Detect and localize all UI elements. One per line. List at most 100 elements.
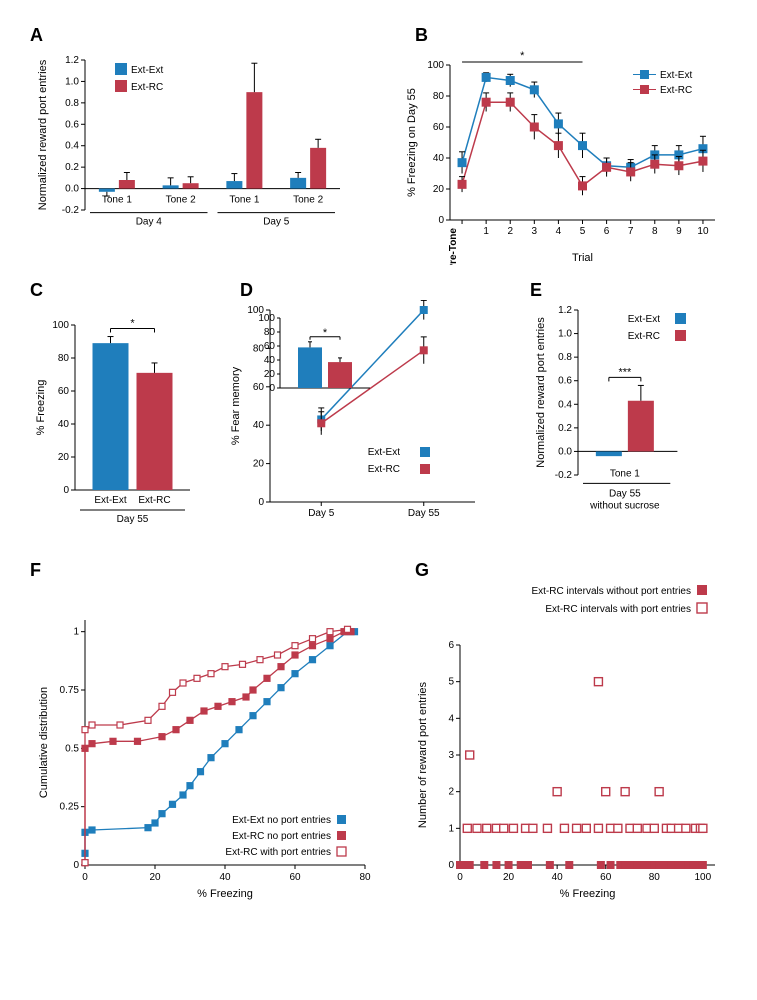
- svg-text:0: 0: [438, 215, 444, 226]
- svg-text:3: 3: [448, 750, 454, 761]
- marker: [110, 738, 116, 744]
- marker: [215, 703, 221, 709]
- svg-text:1.2: 1.2: [558, 305, 572, 316]
- svg-text:80: 80: [433, 91, 445, 102]
- svg-text:0.75: 0.75: [60, 685, 80, 696]
- marker: [243, 694, 249, 700]
- marker: [236, 727, 242, 733]
- svg-text:100: 100: [52, 320, 69, 331]
- day-label: Day 5: [263, 217, 290, 228]
- scatter-point-open: [473, 824, 481, 832]
- y-axis-title: % Fear memory: [230, 366, 242, 445]
- marker: [208, 755, 214, 761]
- legend: Ext-RC intervals without port entries Ext…: [531, 585, 707, 615]
- svg-text:0.8: 0.8: [558, 352, 572, 363]
- marker: [89, 722, 95, 728]
- marker: [345, 626, 351, 632]
- marker: [145, 825, 151, 831]
- panel-g-chart: 0123456020406080100% FreezingNumber of r…: [410, 575, 730, 975]
- scatter-point-open: [602, 788, 610, 796]
- x-tick-label: Tone 1: [102, 195, 132, 206]
- marker: [173, 727, 179, 733]
- svg-text:Ext-RC no port entries: Ext-RC no port entries: [232, 831, 331, 842]
- y-axis-title: % Freezing: [35, 380, 47, 436]
- marker: [89, 741, 95, 747]
- svg-text:20: 20: [264, 369, 276, 380]
- bar-extrc: [137, 373, 173, 490]
- series-extrc-with: [85, 629, 348, 862]
- svg-text:Ext-RC intervals with port ent: Ext-RC intervals with port entries: [545, 604, 691, 615]
- inset-bar-extext: [298, 347, 322, 388]
- svg-text:40: 40: [58, 419, 70, 430]
- legend: Ext-ExtExt-RC: [368, 447, 430, 475]
- x-tick-label: Day 5: [308, 508, 335, 519]
- svg-text:0: 0: [448, 860, 454, 871]
- significance-marker: *: [323, 327, 328, 339]
- marker: [506, 77, 514, 85]
- svg-text:100: 100: [258, 313, 275, 324]
- scatter-point-filled: [524, 861, 532, 869]
- marker: [187, 783, 193, 789]
- svg-text:100: 100: [427, 60, 444, 71]
- marker: [257, 657, 263, 663]
- marker: [264, 675, 270, 681]
- marker: [250, 687, 256, 693]
- x-tick-label: 6: [604, 226, 610, 237]
- svg-text:-0.2: -0.2: [555, 470, 573, 481]
- marker: [420, 346, 428, 354]
- svg-text:60: 60: [58, 386, 70, 397]
- x-axis-title: without sucrose: [589, 500, 660, 511]
- svg-text:20: 20: [253, 459, 265, 470]
- scatter-point-open: [573, 824, 581, 832]
- significance-marker: *: [520, 50, 525, 62]
- svg-text:40: 40: [433, 153, 445, 164]
- svg-text:-0.2: -0.2: [62, 205, 80, 216]
- x-tick-label: Day 55: [408, 508, 440, 519]
- bar-extrc: [246, 92, 262, 188]
- svg-text:0.8: 0.8: [65, 98, 79, 109]
- svg-text:Ext-RC: Ext-RC: [628, 331, 660, 342]
- marker: [170, 689, 176, 695]
- scatter-point-filled: [655, 861, 663, 869]
- svg-text:6: 6: [448, 640, 454, 651]
- marker: [675, 162, 683, 170]
- svg-text:Ext-RC: Ext-RC: [368, 464, 400, 475]
- scatter-point-filled: [505, 861, 513, 869]
- marker: [292, 652, 298, 658]
- marker: [554, 120, 562, 128]
- x-tick-label: Tone 2: [293, 195, 323, 206]
- svg-text:4: 4: [448, 713, 454, 724]
- y-axis-title: Cumulative distribution: [38, 687, 50, 798]
- scatter-point-open: [509, 824, 517, 832]
- scatter-point-open: [560, 824, 568, 832]
- x-tick-label: 10: [697, 226, 709, 237]
- x-tick-label: Tone 2: [166, 195, 196, 206]
- svg-text:100: 100: [695, 872, 712, 883]
- scatter-point-filled: [633, 861, 641, 869]
- marker: [278, 664, 284, 670]
- svg-text:60: 60: [600, 872, 612, 883]
- marker: [310, 657, 316, 663]
- bar-extext: [93, 343, 129, 490]
- y-axis-title: Number of reward port entries: [417, 681, 429, 828]
- svg-text:0.4: 0.4: [558, 399, 572, 410]
- svg-text:5: 5: [448, 677, 454, 688]
- marker: [222, 664, 228, 670]
- marker: [310, 643, 316, 649]
- svg-text:0.0: 0.0: [558, 446, 572, 457]
- x-tick-label: Tone 1: [610, 468, 640, 479]
- svg-text:Ext-RC intervals without port: Ext-RC intervals without port entries: [531, 586, 691, 597]
- svg-text:0.5: 0.5: [65, 743, 79, 754]
- scatter-point-filled: [466, 861, 474, 869]
- panel-d-label: D: [240, 280, 253, 301]
- marker: [506, 98, 514, 106]
- svg-text:Ext-Ext: Ext-Ext: [660, 70, 692, 81]
- svg-text:80: 80: [253, 343, 265, 354]
- scatter-point-filled: [492, 861, 500, 869]
- svg-text:80: 80: [58, 353, 70, 364]
- svg-text:60: 60: [264, 341, 276, 352]
- marker: [530, 123, 538, 131]
- scatter-point-open: [699, 824, 707, 832]
- x-tick-label: 8: [652, 226, 658, 237]
- svg-text:20: 20: [149, 872, 161, 883]
